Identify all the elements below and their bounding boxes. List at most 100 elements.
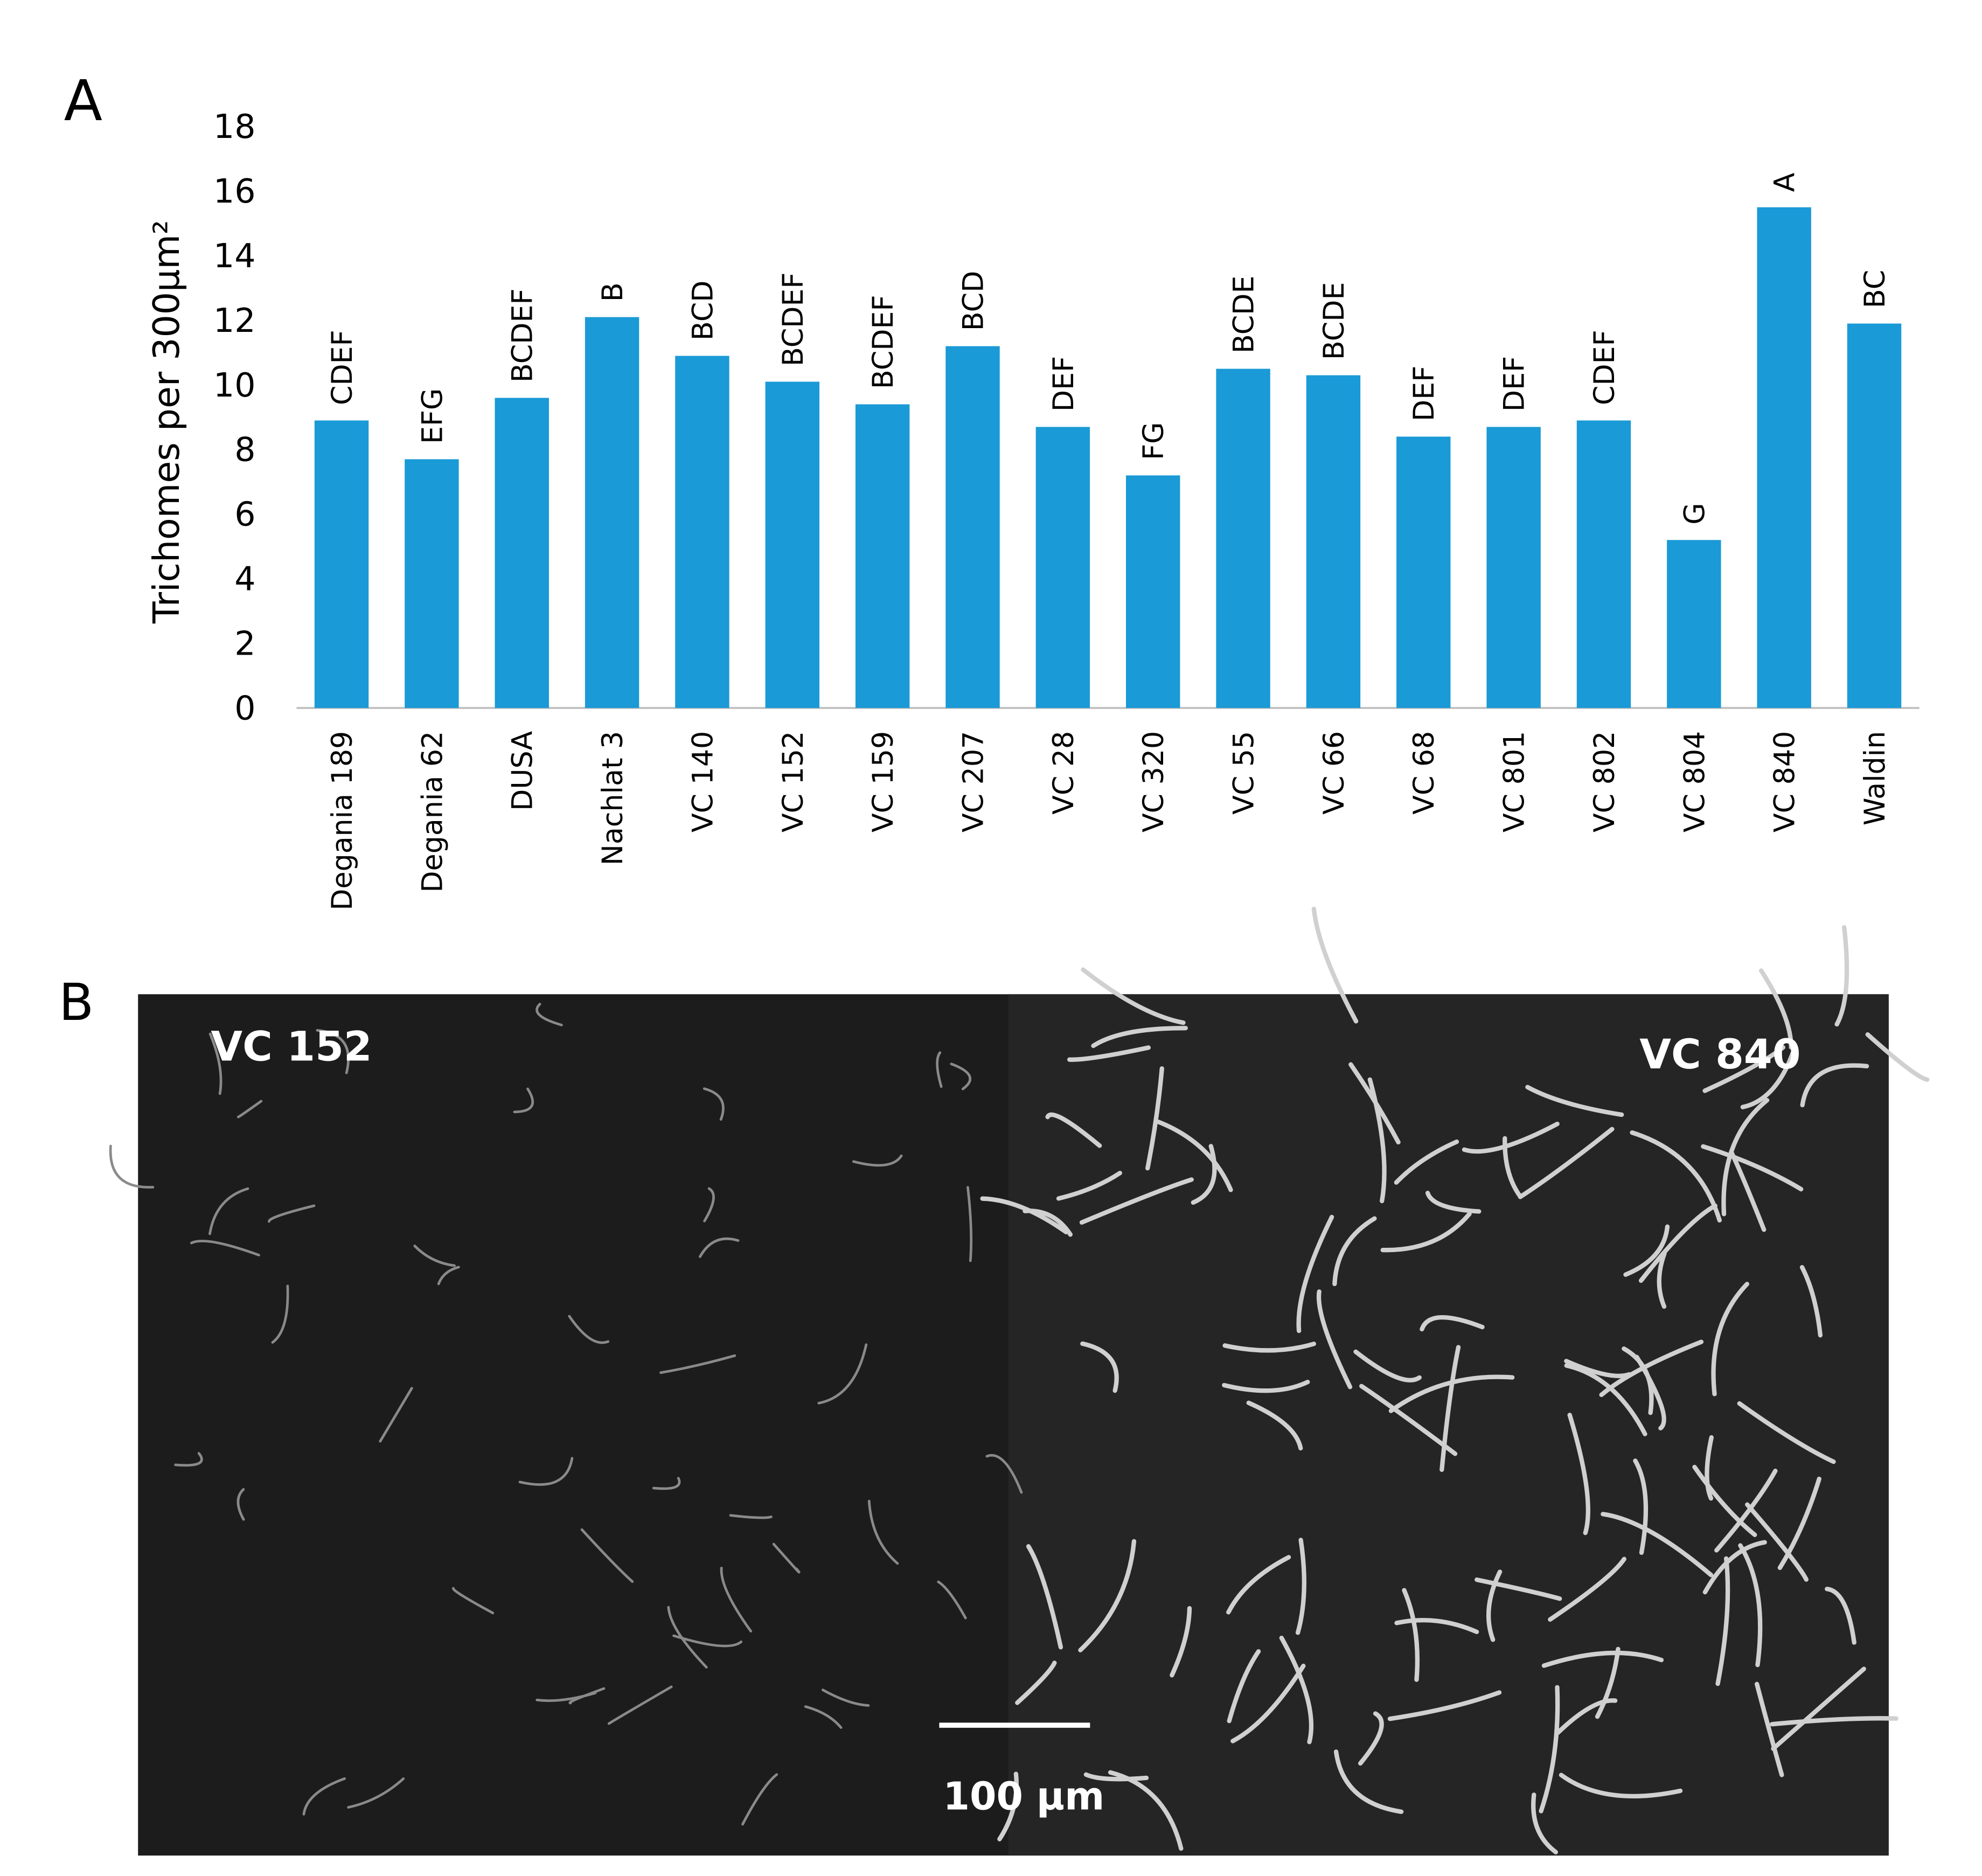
image-label: VC 840 (1639, 1031, 1800, 1078)
trichome (302, 1777, 346, 1816)
y-tick-label: 6 (234, 495, 255, 534)
trichome (867, 1499, 899, 1565)
y-tick-label: 8 (234, 430, 255, 469)
trichome (1080, 1341, 1119, 1393)
x-tick-label: VC 55 (1228, 731, 1261, 815)
trichome (1623, 1224, 1670, 1277)
trichome (1439, 1345, 1461, 1472)
trichome (518, 1457, 574, 1486)
x-tick-label: VC 320 (1138, 731, 1170, 832)
trichome (237, 1488, 245, 1521)
trichome (1702, 1540, 1767, 1595)
trichome (437, 1266, 460, 1286)
trichome (607, 1685, 673, 1725)
significance-label: EFG (416, 388, 449, 444)
bar (765, 381, 820, 708)
trichome (1738, 1543, 1763, 1667)
trichome (936, 1051, 943, 1088)
significance-label: BCDE (1228, 276, 1261, 353)
trichome (1777, 1476, 1821, 1571)
bar (1126, 475, 1180, 708)
trichome (268, 1204, 316, 1223)
trichome (1525, 1085, 1624, 1117)
trichome (208, 1187, 249, 1235)
trichome (821, 1689, 870, 1707)
x-tick-label: VC 804 (1679, 731, 1711, 832)
x-tick-label: VC 68 (1408, 731, 1441, 815)
trichome (1067, 1045, 1151, 1062)
trichome (174, 1452, 203, 1467)
trichome (1715, 1556, 1730, 1686)
trichome (1023, 1208, 1073, 1237)
significance-label: DEF (1048, 356, 1080, 412)
bar (1486, 427, 1541, 708)
x-tick-label: Degania 62 (416, 731, 449, 893)
trichome (316, 1029, 350, 1074)
trichome (1799, 1265, 1823, 1338)
trichome (190, 1240, 260, 1256)
trichome (1633, 1458, 1649, 1555)
trichome (568, 1687, 606, 1705)
trichome (703, 1187, 715, 1222)
image-label: VC 152 (211, 1023, 372, 1071)
significance-label: G (1679, 503, 1711, 524)
y-tick-label: 0 (234, 689, 255, 727)
trichome (1091, 1026, 1188, 1048)
trichome (1170, 1606, 1192, 1678)
y-tick-label: 4 (234, 560, 255, 599)
panel-label: A (64, 68, 102, 134)
trichome (703, 1087, 725, 1121)
x-tick-label: Degania 189 (326, 731, 359, 911)
trichome (1083, 1772, 1149, 1782)
trichome (1056, 1171, 1123, 1201)
x-tick-label: DUSA (507, 731, 539, 810)
trichome (1420, 1315, 1485, 1332)
significance-label: CDEF (1589, 330, 1621, 405)
trichome (1564, 1363, 1647, 1436)
x-tick-label: Nachlat 3 (597, 731, 629, 865)
trichome (1737, 1401, 1836, 1464)
trichome (580, 1528, 634, 1583)
trichome (699, 1237, 740, 1258)
trichome (1711, 1282, 1750, 1396)
trichome (1333, 1749, 1404, 1814)
scale-bar-label: 100 µm (943, 1774, 1105, 1819)
trichome (1721, 1097, 1770, 1217)
y-axis-label: Trichomes per 300µm² (145, 220, 187, 624)
trichome (1078, 1539, 1137, 1652)
trichome (729, 1514, 773, 1519)
trichome (1518, 1127, 1615, 1199)
trichome (1567, 1413, 1590, 1535)
trichome (1701, 1144, 1804, 1192)
trichome (1834, 925, 1849, 1027)
trichome (109, 1144, 155, 1189)
significance-label: DEF (1408, 366, 1441, 421)
trichome (1559, 1773, 1683, 1799)
trichome (1539, 1685, 1560, 1814)
y-tick-label: 14 (213, 237, 255, 275)
trichome (1771, 1666, 1866, 1751)
trichome (271, 1284, 289, 1344)
trichome (997, 1771, 1019, 1842)
trichome (652, 1477, 681, 1490)
significance-label: FG (1138, 422, 1170, 460)
significance-label: B (597, 282, 629, 302)
trichome (1638, 1203, 1717, 1283)
trichome (1865, 1032, 1930, 1082)
trichome (452, 1587, 495, 1615)
trichome (1367, 1077, 1387, 1204)
trichome (1754, 1682, 1784, 1777)
trichome (568, 1315, 610, 1344)
trichome (1079, 1177, 1194, 1225)
trichome (1311, 906, 1359, 1024)
x-tick-label: Waldin (1859, 731, 1891, 825)
trichome (1630, 1130, 1722, 1223)
significance-label: CDEF (326, 330, 359, 405)
trichome (1227, 1649, 1261, 1724)
x-tick-label: VC 207 (957, 731, 990, 832)
trichome (772, 1543, 801, 1574)
significance-label: BCDEF (507, 289, 539, 383)
bar (675, 356, 729, 708)
trichome (413, 1245, 456, 1267)
